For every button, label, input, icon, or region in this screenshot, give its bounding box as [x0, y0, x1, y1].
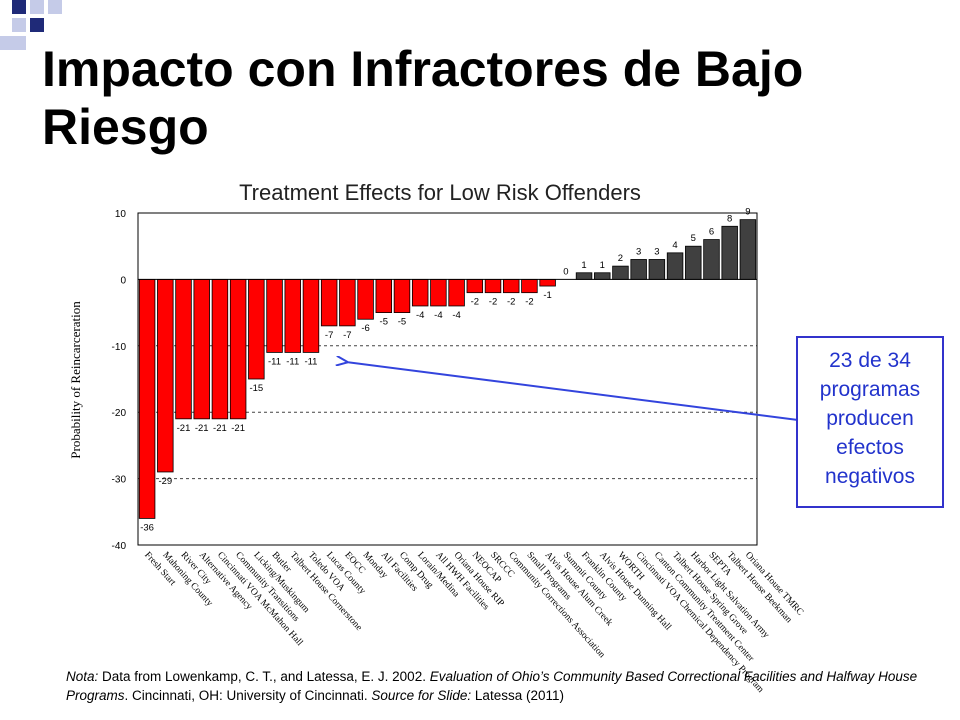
- bar-25: [575, 272, 593, 280]
- bar-7: [248, 278, 265, 380]
- data-label-24: 0: [563, 266, 568, 277]
- bar-12: [339, 278, 356, 327]
- bar-18: [448, 278, 465, 307]
- data-label-2: -29: [158, 476, 172, 487]
- y-axis-label: Probability of Reincarceration: [68, 301, 83, 459]
- bar-3: [175, 278, 192, 420]
- decor-square-light-5: [12, 36, 26, 50]
- note-label: Nota:: [66, 669, 99, 684]
- data-label-18: -4: [452, 310, 460, 321]
- y-tick-label-4: -20: [112, 408, 127, 419]
- bar-10: [302, 278, 320, 353]
- bar-30: [666, 252, 684, 280]
- decor-square-dark-1: [12, 0, 26, 14]
- callout-line-3: producen: [826, 407, 914, 430]
- data-label-26: 1: [600, 260, 605, 271]
- bar-31: [685, 245, 702, 280]
- y-tick-label-1: 10: [115, 209, 127, 220]
- source-note: Nota: Data from Lowenkamp, C. T., and La…: [66, 667, 926, 705]
- data-label-10: -11: [304, 356, 317, 367]
- decor-square-light-1: [30, 0, 44, 14]
- callout-line-1: 23 de 34: [829, 349, 911, 372]
- bar-11: [320, 278, 338, 327]
- decor-square-light-4: [0, 36, 14, 50]
- data-label-21: -2: [507, 297, 515, 308]
- bar-17: [430, 278, 447, 307]
- data-label-7: -15: [249, 383, 263, 394]
- note-part-1: Data from Lowenkamp, C. T., and Latessa,…: [98, 669, 430, 684]
- bar-16: [411, 278, 429, 307]
- bar-14: [375, 278, 393, 313]
- chart-title: Treatment Effects for Low Risk Offenders: [239, 180, 641, 205]
- bar-28: [630, 259, 647, 280]
- bar-22: [521, 278, 538, 294]
- data-label-15: -5: [398, 317, 406, 328]
- data-label-11: -7: [325, 330, 333, 341]
- bar-2: [157, 278, 174, 473]
- bar-33: [721, 225, 738, 280]
- bar-13: [357, 278, 374, 320]
- note-part-2: . Cincinnati, OH: University of Cincinna…: [124, 688, 372, 703]
- bar-15: [393, 278, 411, 313]
- bar-19: [466, 278, 484, 294]
- bar-34: [739, 219, 757, 280]
- data-label-31: 5: [691, 233, 696, 244]
- data-label-17: -4: [434, 310, 442, 321]
- data-label-1: -36: [140, 522, 154, 533]
- note-part-3: Latessa (2011): [471, 688, 564, 703]
- callout-box: 23 de 34 programas producen efectos nega…: [796, 336, 944, 508]
- y-tick-label-2: 0: [120, 275, 126, 286]
- data-label-3: -21: [177, 423, 191, 434]
- data-label-9: -11: [286, 356, 299, 367]
- bar-6: [229, 278, 247, 420]
- decor-square-light-3: [12, 18, 26, 32]
- note-italic-1: Evaluation of Ohio’s Community Based Cor…: [66, 669, 918, 703]
- callout-line-5: negativos: [825, 465, 915, 488]
- bar-27: [612, 265, 629, 280]
- data-label-34: 9: [745, 207, 750, 218]
- bar-4: [193, 278, 210, 420]
- bar-21: [502, 278, 520, 294]
- data-label-14: -5: [380, 317, 388, 328]
- plot-frame: [137, 212, 758, 546]
- data-label-22: -2: [525, 297, 533, 308]
- data-label-6: -21: [231, 423, 245, 434]
- data-label-4: -21: [195, 423, 209, 434]
- data-label-12: -7: [343, 330, 351, 341]
- bar-26: [594, 272, 611, 280]
- y-tick-label-6: -40: [112, 541, 127, 552]
- data-label-8: -11: [268, 356, 281, 367]
- data-label-27: 2: [618, 253, 623, 264]
- decor-square-light-2: [48, 0, 62, 14]
- slide-title: Impacto con Infractores de Bajo Riesgo: [42, 41, 804, 155]
- y-tick-label-3: -10: [112, 342, 127, 353]
- callout-arrow: [346, 362, 799, 421]
- data-label-28: 3: [636, 246, 641, 257]
- data-label-5: -21: [213, 423, 227, 434]
- bar-20: [484, 278, 502, 294]
- data-label-33: 8: [727, 213, 732, 224]
- data-label-20: -2: [489, 297, 497, 308]
- bar-32: [703, 239, 720, 280]
- y-tick-label-5: -30: [112, 475, 127, 486]
- bar-9: [284, 278, 301, 353]
- note-italic-2: Source for Slide:: [371, 688, 472, 703]
- bar-1: [138, 278, 156, 519]
- bar-29: [648, 259, 666, 280]
- data-label-16: -4: [416, 310, 424, 321]
- data-label-13: -6: [361, 323, 369, 334]
- data-label-32: 6: [709, 227, 714, 238]
- data-label-25: 1: [581, 260, 586, 271]
- callout-line-4: efectos: [836, 436, 904, 459]
- data-label-19: -2: [471, 297, 479, 308]
- decor-square-dark-2: [30, 18, 44, 32]
- bar-8: [266, 278, 283, 353]
- bar-5: [211, 278, 229, 420]
- bar-23: [539, 278, 556, 287]
- data-label-29: 3: [654, 246, 659, 257]
- data-label-23: -1: [543, 290, 551, 301]
- data-label-30: 4: [672, 240, 677, 251]
- callout-line-2: programas: [819, 378, 921, 401]
